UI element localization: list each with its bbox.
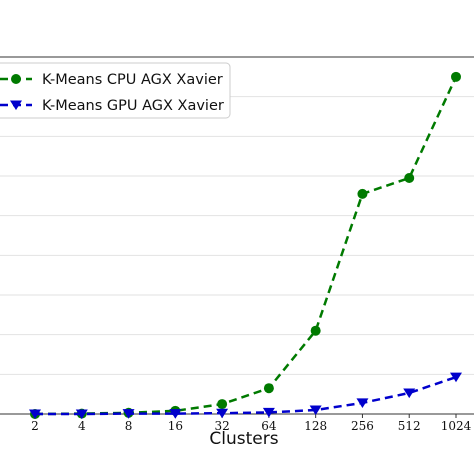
x-tick-label: 4 [78,419,86,433]
x-tick-label: 16 [168,419,183,433]
legend-marker [11,74,21,84]
series-1 [30,71,461,419]
data-point [356,398,369,408]
series-line [34,76,458,416]
data-point [29,409,41,420]
legend-frame [0,62,231,119]
grid-lines [0,96,474,375]
data-point [169,409,182,419]
series-line [35,375,457,416]
x-tick-label: 1024 [441,419,472,433]
x-axis-label: Clusters [209,429,278,449]
data-point [404,172,415,183]
data-point [309,405,322,416]
series-layer [29,71,462,420]
legend-items: K-Means CPU AGX Xavier K-Means GPU AGX Xa… [0,72,224,114]
data-point [263,383,274,394]
data-point [310,325,321,336]
data-point [357,188,368,199]
data-point [217,399,228,410]
legend-label: K-Means GPU AGX Xavier [42,98,224,114]
x-tick-label: 128 [304,419,327,433]
x-tick-label: 256 [351,419,374,433]
x-tick-label: 2 [31,419,39,433]
data-point [216,408,229,419]
data-point [75,409,88,420]
data-point [450,372,462,383]
x-tick-label: 8 [125,419,133,433]
x-axis-ticks: 2 4 8 16 32 64 128 256 512 1024 [31,414,472,433]
series-2 [29,372,462,420]
data-point [403,388,416,399]
data-point [262,407,275,418]
legend-entry: K-Means CPU AGX Xavier [0,72,223,88]
legend-marker [10,100,22,111]
legend-label: K-Means CPU AGX Xavier [42,72,223,88]
x-tick-label: 64 [261,419,277,433]
x-tick-label: 32 [214,419,229,433]
data-point [451,71,461,82]
x-tick-label: 512 [398,419,421,433]
data-point [122,409,135,419]
legend-entry: K-Means GPU AGX Xavier [0,98,224,114]
legend: K-Means CPU AGX Xavier K-Means GPU AGX Xa… [0,62,231,119]
